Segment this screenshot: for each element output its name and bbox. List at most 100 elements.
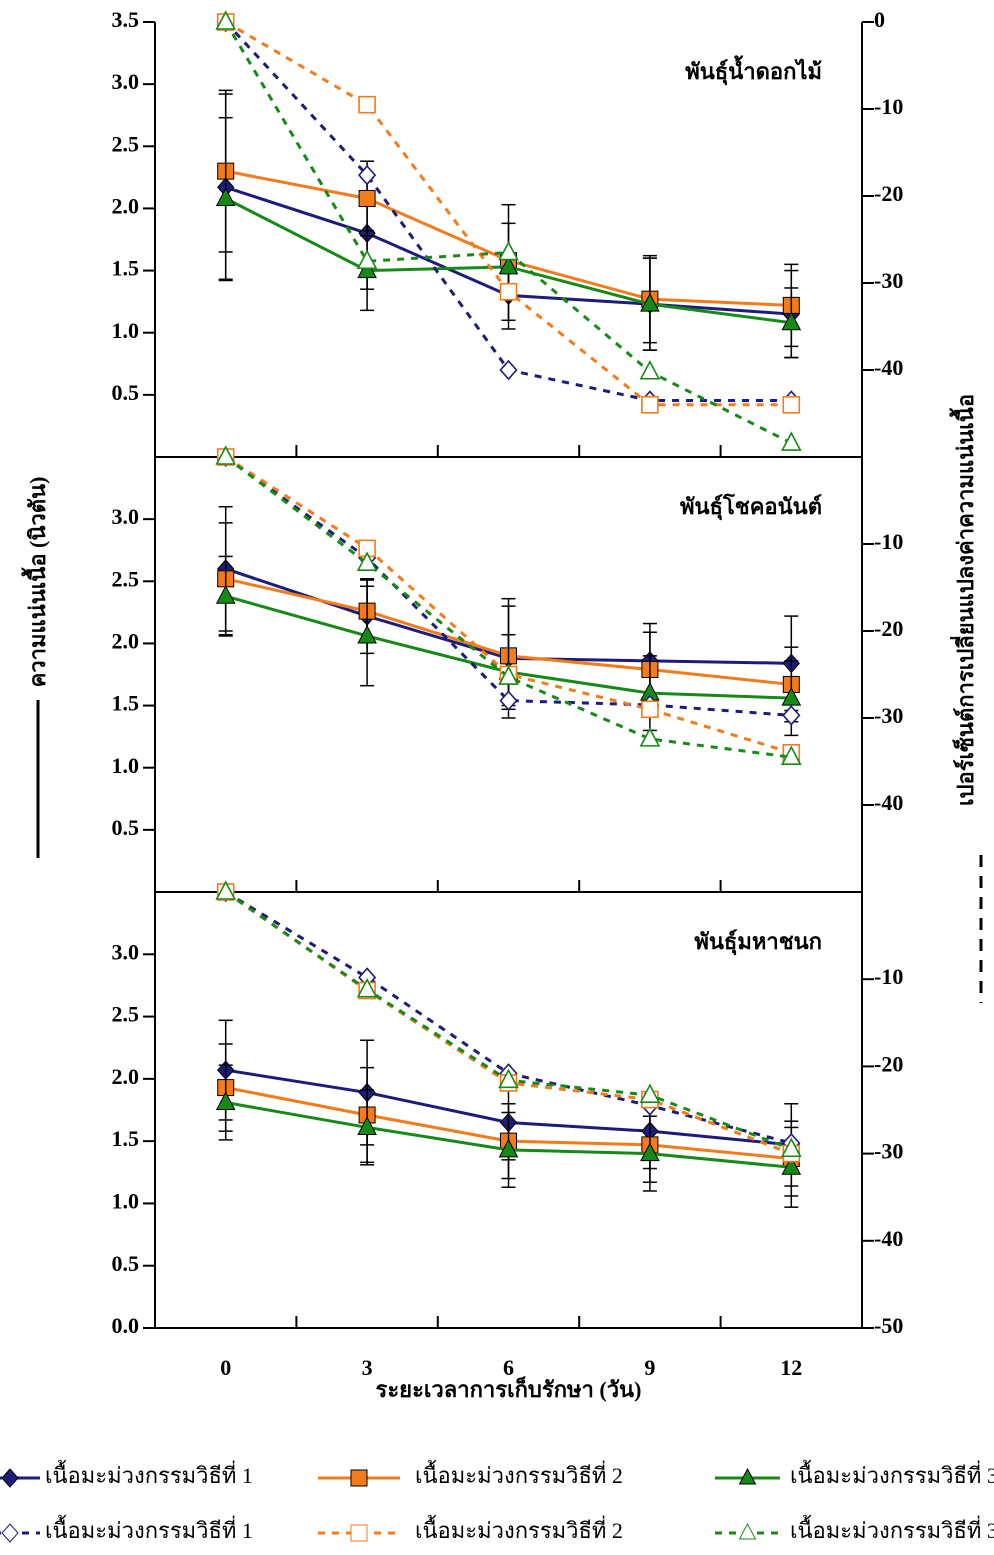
marker (499, 282, 518, 301)
y-tick-label: 2.5 (112, 566, 140, 591)
marker (357, 1116, 377, 1135)
marker (356, 249, 378, 270)
x-tick-label: 0 (220, 1355, 231, 1380)
marker (498, 1138, 519, 1158)
marker (498, 255, 519, 275)
panel-title: พันธุ์โชคอนันต์ (680, 493, 822, 521)
y-tick-label: 1.5 (112, 1126, 140, 1151)
y-tick-label: 2.0 (112, 628, 140, 653)
y-tick-label: 3.0 (112, 69, 140, 94)
marker (639, 1083, 661, 1103)
y2-tick-label: -10 (874, 94, 903, 119)
y2-tick-label: -30 (874, 1139, 903, 1164)
marker (356, 551, 378, 571)
marker (356, 977, 378, 998)
marker (780, 1137, 802, 1158)
y-tick-label: 0.5 (112, 380, 140, 405)
y-tick-label: 3.0 (112, 504, 140, 529)
x-axis-label: ระยะเวลาการเก็บรักษา (วัน) (376, 1375, 642, 1402)
y-tick-label: 1.0 (112, 318, 140, 343)
legend-marker (1, 1468, 19, 1488)
y2-tick-label: -10 (874, 529, 903, 554)
y2-tick-label: -30 (874, 268, 903, 293)
y-tick-label: 1.5 (112, 691, 140, 716)
y-tick-label: 0.0 (112, 1313, 140, 1338)
marker (499, 359, 518, 381)
marker (781, 1156, 802, 1175)
marker (641, 395, 659, 414)
marker (215, 187, 236, 206)
series-line (224, 455, 792, 759)
marker (358, 95, 376, 114)
x-tick-label: 6 (503, 1355, 514, 1380)
y2-tick-label: -10 (874, 964, 903, 989)
marker (782, 705, 801, 726)
marker (780, 745, 802, 765)
marker (781, 687, 802, 706)
y2-tick-label: -30 (874, 703, 903, 728)
y2-tick-label: -40 (874, 790, 903, 815)
y2-tick-label: -40 (874, 355, 903, 380)
marker (781, 311, 802, 331)
marker (358, 189, 376, 207)
y2-tick-label: -20 (874, 1051, 903, 1076)
marker (215, 585, 236, 604)
marker (498, 240, 519, 261)
marker (215, 445, 237, 465)
y-tick-label: 0.5 (112, 1251, 140, 1276)
legend-marker (350, 1469, 368, 1487)
y-tick-label: 3.0 (112, 939, 140, 964)
marker (215, 10, 237, 30)
y-tick-label: 2.0 (112, 193, 140, 218)
marker (640, 1142, 660, 1162)
panel-title: พันธุ์มหาชนก (694, 929, 822, 956)
series-line (224, 455, 792, 755)
panel-title: พันธุ์น้ำดอกไม้ (685, 55, 822, 86)
x-tick-label: 12 (780, 1355, 802, 1380)
marker (641, 700, 659, 719)
marker (782, 395, 801, 414)
marker (498, 665, 519, 685)
marker (358, 164, 377, 186)
marker (215, 1091, 236, 1111)
y-tick-label: 3.5 (112, 7, 140, 32)
y-tick-label: 1.0 (112, 753, 140, 778)
y2-tick-label: -20 (874, 181, 903, 206)
y2-tick-label: -50 (874, 1313, 903, 1338)
y-tick-label: 1.0 (112, 1188, 140, 1213)
marker (640, 293, 660, 312)
legend-label: เนื้อมะม่วงกรรมวิธีที่ 1 (45, 1460, 253, 1488)
legend-label: เนื้อมะม่วงกรรมวิธีที่ 3 (790, 1460, 994, 1488)
marker (639, 727, 661, 747)
y2-tick-label: 0 (874, 7, 885, 32)
y-tick-label: 2.5 (112, 1002, 140, 1027)
legend-label: เนื้อมะม่วงกรรมวิธีที่ 2 (415, 1460, 623, 1488)
marker (499, 690, 518, 711)
legend-marker (350, 1524, 368, 1542)
y2-tick-label: -20 (874, 616, 903, 641)
y-tick-label: 1.5 (112, 256, 140, 281)
y2-tick-label: -40 (874, 1226, 903, 1251)
y-tick-label: 2.0 (112, 1064, 140, 1089)
y-tick-label: 0.5 (112, 815, 140, 840)
legend-label: เนื้อมะม่วงกรรมวิธีที่ 1 (45, 1515, 253, 1543)
y-axis-label: ความแน่นเนื้อ (นิวตัน) (21, 477, 50, 688)
x-tick-label: 9 (644, 1355, 655, 1380)
x-tick-label: 3 (362, 1355, 373, 1380)
marker (639, 360, 661, 380)
legend-marker (738, 1522, 757, 1540)
marker (780, 431, 802, 451)
marker (357, 259, 377, 279)
legend-label: เนื้อมะม่วงกรรมวิธีที่ 3 (790, 1515, 994, 1543)
marker (498, 1068, 519, 1089)
legend-marker (1, 1523, 19, 1543)
series-line (224, 455, 792, 717)
marker (357, 624, 377, 644)
legend-marker (738, 1467, 757, 1485)
y-tick-label: 2.5 (112, 131, 140, 156)
marker (215, 880, 237, 900)
series-line (224, 21, 792, 445)
legend-label: เนื้อมะม่วงกรรมวิธีที่ 2 (415, 1515, 623, 1543)
y2-axis-label: เปอร์เซ็นต์การเปลี่ยนแปลงค่าความแน่นเนื้… (949, 394, 978, 806)
